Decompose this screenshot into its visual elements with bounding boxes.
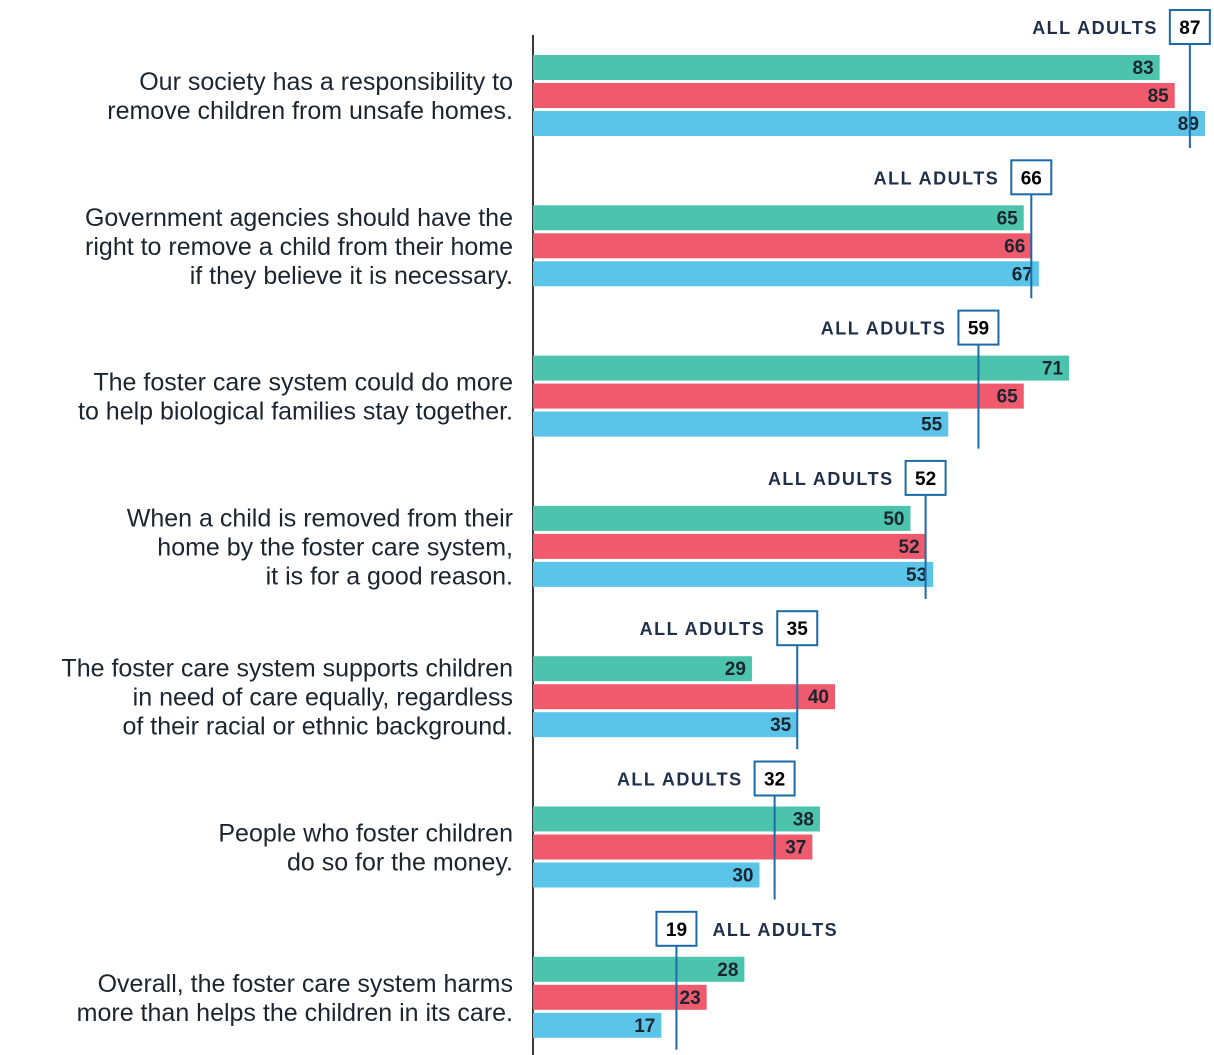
bar [533, 83, 1175, 108]
bar [533, 205, 1024, 231]
reference-value-box [1168, 9, 1211, 45]
bar-value-label: 53 [906, 565, 927, 586]
reference-label: ALL ADULTS [768, 469, 894, 489]
reference-value: 66 [1021, 168, 1042, 189]
bar [533, 261, 1039, 287]
statement-label-line: Overall, the foster care system harms [98, 970, 513, 998]
statement-label: Government agencies should have the right… [85, 204, 513, 290]
statement-label-line: When a child is removed from their [127, 504, 513, 532]
bar-value-label: 66 [1004, 236, 1025, 257]
statement-label-line: The foster care system could do more [93, 369, 513, 397]
bar-value-label: 52 [898, 537, 919, 558]
bar-value-label: 89 [1178, 114, 1199, 135]
reference-value: 35 [787, 619, 809, 640]
reference-value: 59 [968, 319, 989, 340]
reference-value-box [776, 610, 819, 647]
bar-value-label: 55 [921, 415, 943, 436]
bar [533, 684, 835, 710]
bar [533, 956, 745, 982]
bar [533, 984, 707, 1010]
statement-label: When a child is removed from their home b… [127, 504, 513, 590]
bar [533, 656, 752, 682]
statement-label-line: to help biological families stay togethe… [78, 398, 513, 426]
reference-value-box [1010, 159, 1053, 196]
statement-label: People who foster children do so for the … [218, 820, 513, 877]
bar-value-label: 30 [732, 866, 753, 887]
reference-value: 19 [666, 920, 687, 941]
reference-value-box [655, 910, 698, 947]
reference-label: ALL ADULTS [821, 319, 947, 339]
statement-label-line: remove children from unsafe homes. [107, 97, 513, 125]
statement-label: Overall, the foster care system harms mor… [77, 970, 513, 1027]
reference-label: ALL ADULTS [640, 619, 766, 639]
bar [533, 712, 798, 738]
bar [533, 505, 911, 531]
bar-value-label: 50 [883, 509, 904, 530]
statement-label-line: more than helps the children in its care… [77, 999, 513, 1027]
bar [533, 1012, 662, 1038]
statement-label-line: of their racial or ethnic background. [123, 713, 514, 741]
reference-value-box [753, 760, 796, 797]
bar-value-label: 40 [808, 687, 829, 708]
statement-label-line: The foster care system supports children [61, 655, 513, 683]
reference-value-box [957, 309, 1000, 346]
statement-label: Our society has a responsibility to remov… [107, 68, 513, 125]
bar-value-label: 17 [634, 1016, 655, 1037]
statement-label-line: Government agencies should have the [85, 204, 513, 232]
bar [533, 233, 1032, 259]
reference-label: ALL ADULTS [617, 770, 743, 790]
statement-label-line: home by the foster care system, [157, 533, 513, 561]
bar [533, 55, 1160, 80]
plot-area: Our society has a responsibility to remov… [61, 9, 1211, 1050]
bar-value-label: 29 [725, 659, 746, 680]
bar-value-label: 65 [997, 387, 1019, 408]
bar [533, 383, 1024, 409]
bar [533, 355, 1070, 381]
reference-label: ALL ADULTS [712, 920, 838, 940]
bar [533, 862, 760, 888]
reference-value: 32 [764, 770, 785, 791]
statement-label-line: it is for a good reason. [266, 562, 513, 590]
bar-value-label: 28 [717, 960, 738, 981]
statement-label-line: do so for the money. [287, 849, 513, 877]
bar [533, 533, 926, 559]
reference-label: ALL ADULTS [874, 168, 1000, 188]
bar [533, 834, 813, 860]
bar-value-label: 35 [770, 715, 792, 736]
bar-value-label: 83 [1133, 58, 1154, 79]
bar-value-label: 85 [1148, 86, 1170, 107]
bar-value-label: 37 [785, 838, 806, 859]
statement-label: The foster care system could do more to h… [78, 369, 513, 426]
bar-value-label: 38 [793, 810, 814, 831]
reference-value-box [904, 459, 947, 496]
bar-value-label: 65 [997, 208, 1019, 229]
statement-label-line: in need of care equally, regardless [133, 684, 513, 712]
reference-label: ALL ADULTS [1032, 18, 1158, 38]
statement-label-line: right to remove a child from their home [85, 233, 513, 261]
reference-value: 52 [915, 469, 936, 490]
bar-value-label: 71 [1042, 359, 1064, 380]
statement-label-line: if they believe it is necessary. [190, 262, 513, 290]
bar [533, 411, 949, 437]
bar [533, 561, 934, 587]
statement-label-line: Our society has a responsibility to [139, 68, 513, 96]
statement-label-line: People who foster children [218, 820, 513, 848]
bar-value-label: 67 [1012, 264, 1033, 285]
bar-value-label: 23 [680, 988, 701, 1009]
statement-label: The foster care system supports children… [61, 655, 513, 741]
reference-value: 87 [1179, 18, 1200, 39]
bar [533, 806, 820, 832]
bar [533, 111, 1205, 136]
